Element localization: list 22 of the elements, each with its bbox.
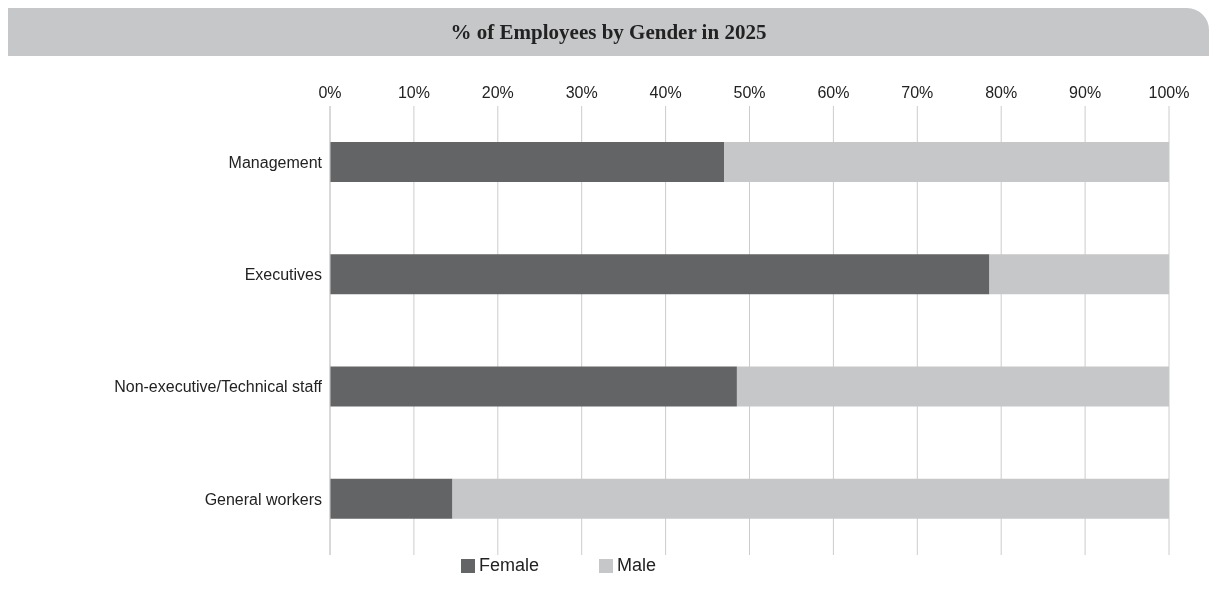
- x-tick-label: 20%: [481, 84, 514, 101]
- x-tick-label: 60%: [817, 84, 850, 101]
- y-tick-label: General workers: [204, 490, 322, 508]
- x-tick-label: 90%: [1069, 84, 1102, 101]
- x-tick-label: 0%: [318, 84, 342, 101]
- y-tick-label: Management: [228, 153, 323, 171]
- legend-label: Male: [617, 555, 657, 575]
- x-tick-label: 30%: [565, 84, 598, 101]
- y-tick-label: Non-executive/Technical staff: [114, 378, 323, 396]
- y-tick-label: Executives: [244, 266, 322, 284]
- x-tick-label: 50%: [733, 84, 766, 101]
- legend-label: Female: [478, 555, 539, 575]
- x-tick-label: 10%: [397, 84, 430, 101]
- bar: [330, 366, 737, 407]
- x-tick-label: 70%: [901, 84, 934, 101]
- bar: [330, 254, 990, 295]
- x-tick-label: 100%: [1148, 84, 1190, 101]
- bar: [330, 478, 453, 519]
- x-tick-label: 40%: [649, 84, 682, 101]
- bar: [330, 142, 725, 182]
- x-tick-label: 80%: [985, 84, 1018, 101]
- chart-title: % of Employees by Gender in 2025: [8, 8, 1209, 56]
